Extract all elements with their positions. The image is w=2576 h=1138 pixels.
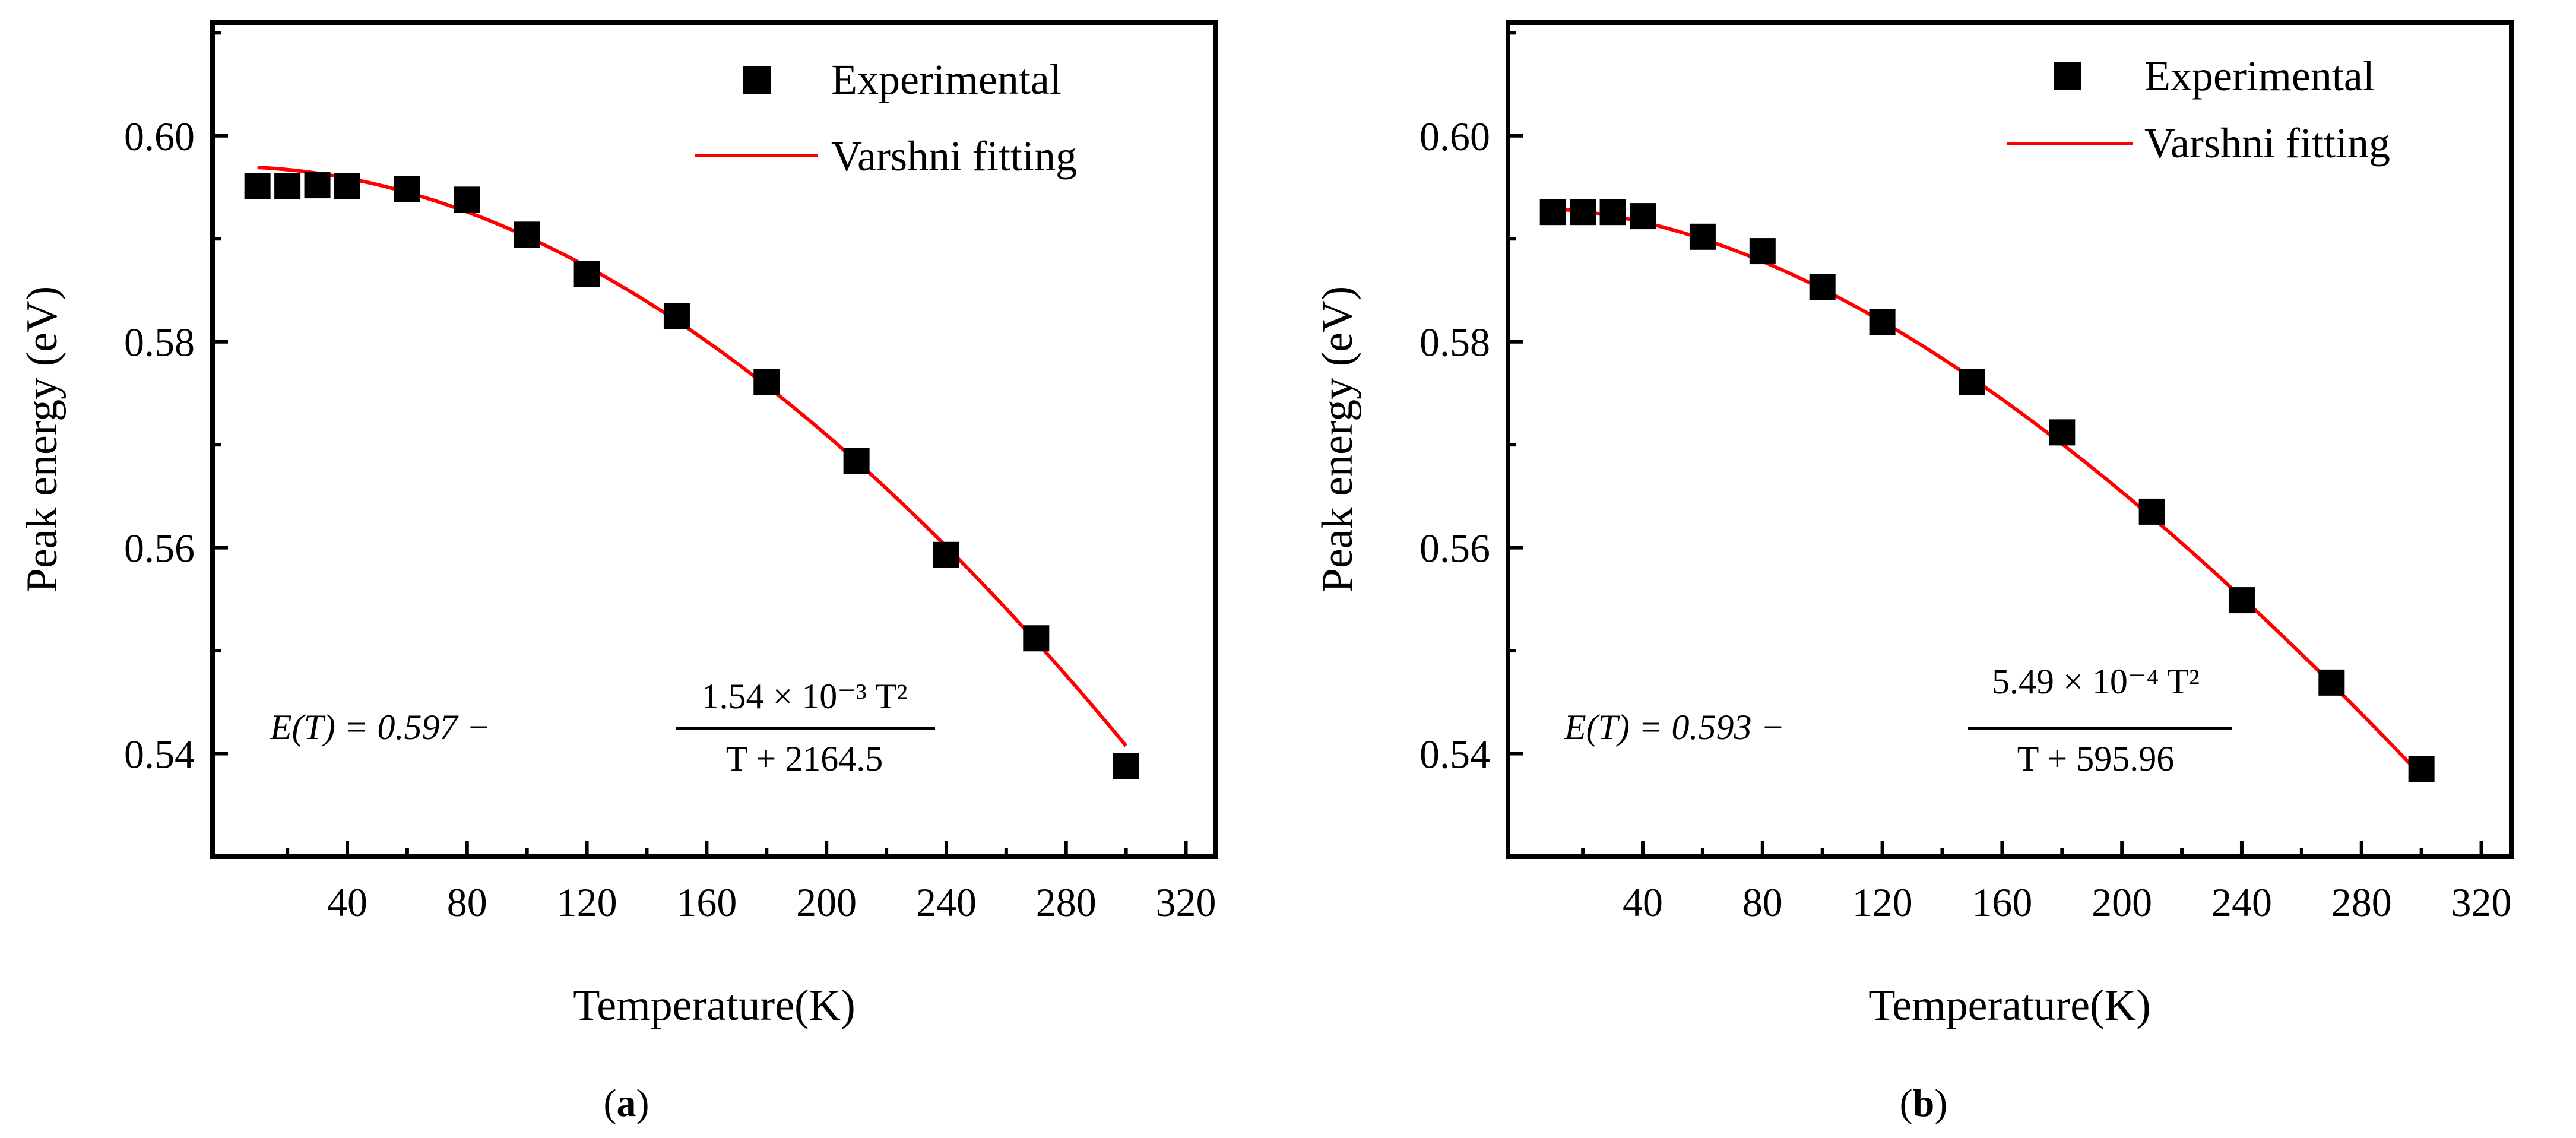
x-tick-label: 200 bbox=[2092, 880, 2152, 925]
data-point bbox=[1749, 238, 1776, 265]
equation-denominator: T + 595.96 bbox=[2017, 739, 2174, 778]
x-tick-label: 240 bbox=[916, 880, 977, 925]
axis-tick-labels: 40 80 120 160 200 240 280 320 0.54 0.56 0.58 0.60 bbox=[1420, 114, 2512, 925]
legend-marker-experimental bbox=[2054, 62, 2081, 90]
equation-numerator: 1.54 × 10⁻³ T² bbox=[701, 677, 907, 716]
legend: Experimental Varshni fitting bbox=[2007, 52, 2390, 167]
data-point bbox=[2138, 498, 2165, 525]
varshni-fit-line bbox=[257, 166, 1128, 747]
legend-marker-experimental bbox=[743, 66, 771, 94]
data-point bbox=[394, 176, 420, 202]
data-point bbox=[843, 448, 870, 474]
chart-panel-a: 40 80 120 160 200 240 280 320 0.54 0.56 0.58 0.60 T… bbox=[18, 20, 1218, 1125]
x-tick-label: 200 bbox=[796, 880, 857, 925]
data-point bbox=[274, 173, 301, 199]
y-tick-label: 0.58 bbox=[124, 320, 195, 365]
chart-panel-b: 40 80 120 160 200 240 280 320 0.54 0.56 0.58 0.60 T… bbox=[1313, 20, 2514, 1125]
y-tick-label: 0.60 bbox=[124, 114, 195, 159]
legend-label-varshni: Varshni fitting bbox=[2144, 119, 2390, 167]
x-tick-label: 280 bbox=[2331, 880, 2392, 925]
data-point bbox=[1599, 199, 1626, 226]
equation-denominator: T + 2164.5 bbox=[726, 739, 883, 778]
data-point bbox=[1023, 625, 1050, 652]
x-tick-label: 80 bbox=[447, 880, 487, 925]
x-tick-label: 320 bbox=[2451, 880, 2512, 925]
data-point bbox=[2049, 419, 2076, 446]
data-point bbox=[663, 303, 690, 329]
y-tick-label: 0.54 bbox=[1420, 732, 1490, 777]
data-point bbox=[2318, 669, 2345, 696]
experimental-markers bbox=[244, 172, 1139, 779]
panel-caption: (b) bbox=[1900, 1082, 1948, 1125]
y-tick-label: 0.60 bbox=[1420, 114, 1490, 159]
plot-frame bbox=[1506, 20, 2514, 859]
data-point bbox=[1113, 753, 1139, 779]
data-point bbox=[304, 172, 331, 199]
legend: Experimental Varshni fitting bbox=[695, 56, 1077, 180]
data-point bbox=[1630, 203, 1656, 230]
x-tick-label: 160 bbox=[1972, 880, 2032, 925]
x-tick-label: 80 bbox=[1742, 880, 1783, 925]
data-point bbox=[1689, 223, 1716, 250]
data-point bbox=[573, 261, 600, 287]
data-point bbox=[454, 186, 480, 213]
y-tick-label: 0.58 bbox=[1420, 320, 1490, 365]
data-point bbox=[1570, 199, 1596, 226]
data-point bbox=[334, 173, 361, 199]
x-tick-label: 40 bbox=[327, 880, 367, 925]
x-axis-title: Temperature(K) bbox=[1868, 981, 2151, 1030]
data-point bbox=[2408, 756, 2435, 782]
data-point bbox=[1809, 274, 1836, 300]
x-tick-label: 240 bbox=[2211, 880, 2272, 925]
equation-annotation: E(T) = 0.597 − 1.54 × 10⁻³ T² T + 2164.5 bbox=[270, 677, 935, 778]
data-point bbox=[1539, 199, 1566, 226]
x-tick-label: 120 bbox=[1852, 880, 1913, 925]
x-tick-label: 120 bbox=[557, 880, 617, 925]
plot-frame bbox=[210, 20, 1218, 859]
data-point bbox=[933, 541, 959, 568]
x-tick-label: 320 bbox=[1156, 880, 1216, 925]
legend-label-varshni: Varshni fitting bbox=[831, 132, 1077, 180]
axis-tick-labels: 40 80 120 160 200 240 280 320 0.54 0.56 0.58 0.60 bbox=[124, 114, 1216, 925]
y-tick-label: 0.56 bbox=[1420, 526, 1490, 571]
panel-caption: (a) bbox=[604, 1082, 649, 1125]
data-point bbox=[1869, 309, 1896, 335]
data-point bbox=[244, 173, 271, 199]
y-tick-label: 0.54 bbox=[124, 732, 195, 777]
x-tick-label: 40 bbox=[1623, 880, 1663, 925]
legend-label-experimental: Experimental bbox=[2144, 52, 2375, 100]
data-point bbox=[2228, 587, 2255, 614]
varshni-fit-line bbox=[1552, 207, 2423, 777]
data-point bbox=[1959, 369, 1985, 395]
equation-annotation: E(T) = 0.593 − 5.49 × 10⁻⁴ T² T + 595.96 bbox=[1564, 662, 2232, 778]
equation-numerator: 5.49 × 10⁻⁴ T² bbox=[1992, 662, 2200, 701]
y-axis-title: Peak energy (eV) bbox=[1313, 286, 1362, 592]
experimental-markers bbox=[1539, 199, 2435, 782]
x-axis-title: Temperature(K) bbox=[573, 981, 856, 1030]
data-point bbox=[753, 369, 780, 395]
x-tick-label: 280 bbox=[1036, 880, 1097, 925]
y-axis-title: Peak energy (eV) bbox=[18, 286, 66, 592]
legend-label-experimental: Experimental bbox=[831, 56, 1062, 103]
axis-ticks bbox=[1508, 31, 2483, 857]
data-point bbox=[514, 221, 540, 248]
equation-lhs: E(T) = 0.597 − bbox=[270, 708, 490, 747]
axis-ticks bbox=[213, 31, 1188, 857]
y-tick-label: 0.56 bbox=[124, 526, 195, 571]
x-tick-label: 160 bbox=[676, 880, 737, 925]
equation-lhs: E(T) = 0.593 − bbox=[1564, 708, 1785, 747]
